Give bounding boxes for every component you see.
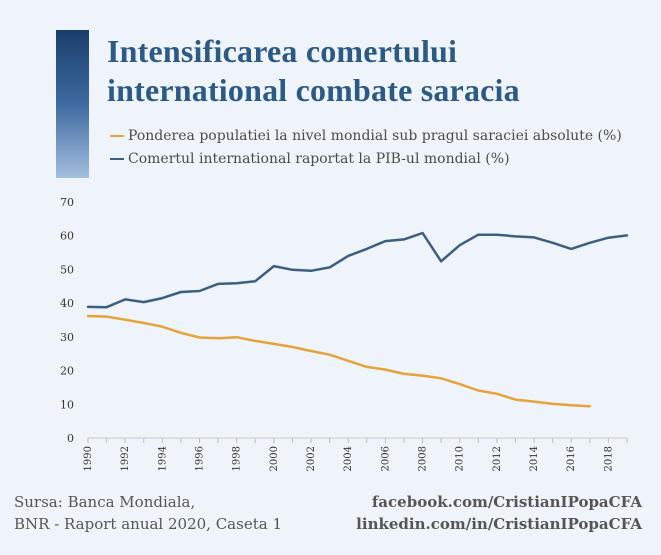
x-tick-label: 2008 (418, 446, 429, 471)
source-line-1: Sursa: Banca Mondiala, (14, 493, 196, 511)
trade-series-line (86, 231, 629, 309)
chart-title-line-1: Intensificarea comertului (107, 33, 458, 69)
y-tick-label: 10 (60, 398, 74, 411)
x-tick-label: 2006 (380, 446, 391, 471)
x-tick-label: 2000 (269, 446, 280, 471)
chart-legend: Ponderea populatiei la nivel mondial sub… (110, 124, 622, 170)
x-tick-label: 1996 (195, 446, 206, 471)
linkedin-link[interactable]: linkedin.com/in/CristianIPopaCFA (356, 515, 642, 533)
y-tick-label: 30 (60, 331, 74, 344)
series-layer (86, 231, 629, 408)
legend-swatch-trade (110, 157, 124, 160)
legend-label-poverty: Ponderea populatiei la nivel mondial sub… (128, 127, 622, 144)
x-tick-label: 1992 (120, 446, 131, 471)
chart-title: Intensificarea comertului international … (107, 32, 520, 110)
x-tick-label: 2002 (306, 446, 317, 471)
y-tick-label: 0 (67, 432, 74, 445)
x-tick-label: 2004 (343, 446, 354, 471)
chart-title-line-2: international combate saracia (107, 72, 520, 108)
y-tick-label: 70 (60, 196, 74, 209)
poverty-series-line (86, 314, 592, 408)
legend-item-poverty: Ponderea populatiei la nivel mondial sub… (110, 124, 622, 147)
x-tick-label: 2016 (566, 446, 577, 471)
x-tick-label: 1998 (232, 446, 243, 471)
x-tick-label: 1994 (157, 446, 168, 471)
legend-label-trade: Comertul international raportat la PIB-u… (128, 150, 510, 167)
y-axis: 0 10 20 30 40 50 60 70 (60, 196, 74, 445)
x-tick-label: 2014 (529, 446, 540, 471)
source-note: Sursa: Banca Mondiala, BNR - Raport anua… (14, 491, 282, 535)
y-tick-label: 20 (60, 365, 74, 378)
x-tick-label: 1990 (83, 446, 94, 471)
x-tick-label: 2010 (455, 446, 466, 471)
facebook-link[interactable]: facebook.com/CristianIPopaCFA (371, 493, 642, 511)
line-chart: 0 10 20 30 40 50 60 70 1990 1992 1994 1996 1998 2000… (60, 196, 629, 471)
y-tick-label: 60 (60, 230, 74, 243)
legend-swatch-poverty (110, 134, 124, 137)
x-tick-label: 2018 (603, 446, 614, 471)
x-tick-label: 2012 (492, 446, 503, 471)
social-links: facebook.com/CristianIPopaCFA linkedin.c… (356, 491, 642, 535)
title-accent-bar (56, 30, 89, 178)
y-tick-label: 40 (60, 297, 74, 310)
x-axis: 1990 1992 1994 1996 1998 2000 2002 2004 2006 2008… (83, 437, 628, 471)
legend-item-trade: Comertul international raportat la PIB-u… (110, 147, 622, 170)
y-tick-label: 50 (60, 263, 74, 276)
source-line-2: BNR - Raport anual 2020, Caseta 1 (14, 515, 282, 533)
